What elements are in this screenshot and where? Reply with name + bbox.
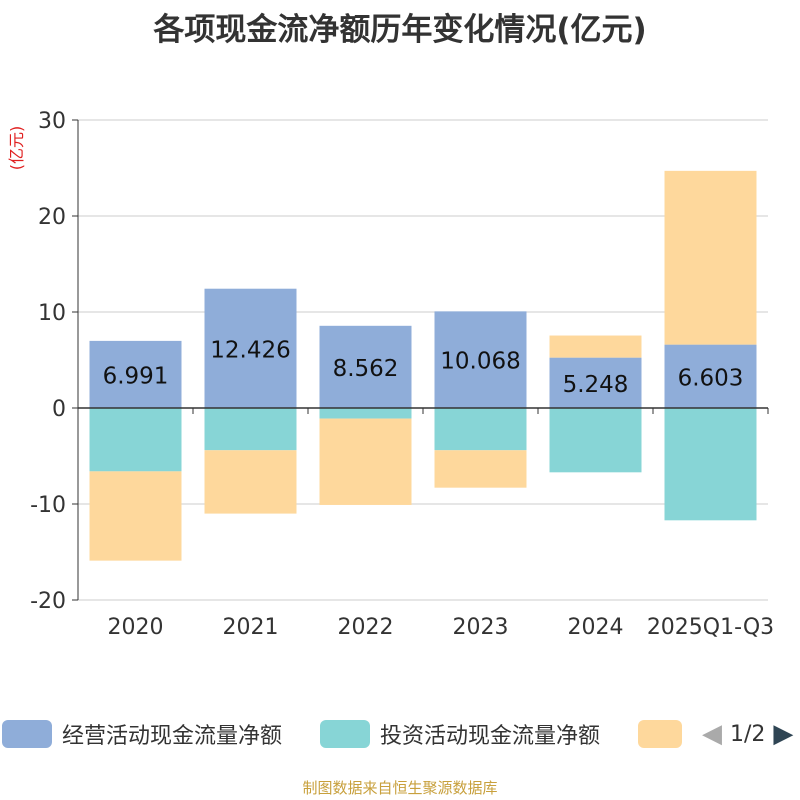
legend-item-operating[interactable]: 经营活动现金流量净额 — [2, 716, 282, 752]
bar-series0-2021 — [204, 288, 297, 408]
bar-series0-2020 — [89, 340, 182, 408]
legend-swatch-financing — [638, 720, 682, 748]
data-label: 6.603 — [678, 365, 744, 391]
x-tick-label: 2024 — [568, 615, 624, 640]
y-tick-label: -20 — [30, 589, 66, 614]
legend-swatch-operating — [2, 720, 52, 748]
legend-item-investing[interactable]: 投资活动现金流量净额 — [320, 716, 600, 752]
data-source: 制图数据来自恒生聚源数据库 — [302, 779, 498, 797]
legend-swatch-investing — [320, 720, 370, 748]
pager-text: 1/2 — [730, 721, 766, 747]
bar-series2-2023 — [434, 450, 527, 488]
bar-series2-2020 — [89, 471, 182, 561]
x-tick-label: 2021 — [223, 615, 279, 640]
bar-series1-2023 — [434, 408, 527, 451]
pager-next-icon[interactable]: ▶ — [773, 719, 794, 749]
x-tick-label: 2025Q1-Q3 — [647, 615, 774, 640]
bar-series2-2025Q1-Q3 — [664, 170, 757, 345]
y-axis-label: (亿元) — [7, 126, 26, 171]
data-label: 5.248 — [563, 372, 629, 398]
y-tick-label: 30 — [38, 109, 66, 134]
y-tick-label: 0 — [52, 397, 66, 422]
bar-series1-2021 — [204, 408, 297, 451]
data-label: 10.068 — [440, 349, 520, 375]
bar-series1-2020 — [89, 408, 182, 472]
bar-series1-2024 — [549, 408, 642, 473]
legend-item-financing[interactable] — [638, 716, 692, 752]
legend: 经营活动现金流量净额 投资活动现金流量净额 ◀ 1/2 ▶ — [0, 716, 800, 752]
y-tick-label: 10 — [38, 301, 66, 326]
chart-plot: -20 -10 0 10 20 30 (亿元) 6.991 12.426 8.562 10.068 5… — [7, 109, 774, 640]
bar-series1-2025Q1-Q3 — [664, 408, 757, 521]
bar-series2-2024 — [549, 335, 642, 358]
data-label: 12.426 — [210, 337, 290, 363]
legend-label-operating: 经营活动现金流量净额 — [62, 724, 283, 749]
chart-title: 各项现金流净额历年变化情况(亿元) — [153, 12, 647, 48]
bar-series2-2021 — [204, 450, 297, 514]
x-tick-label: 2020 — [108, 615, 164, 640]
bar-series1-2022 — [319, 408, 412, 419]
data-label: 8.562 — [333, 356, 399, 382]
bar-series0-2025Q1-Q3 — [664, 344, 757, 408]
legend-pager: ◀ 1/2 ▶ — [702, 716, 793, 752]
bar-series2-2022 — [319, 418, 412, 505]
pager-prev-icon[interactable]: ◀ — [702, 719, 722, 749]
bar-series0-2022 — [319, 325, 412, 408]
y-tick-label: 20 — [38, 205, 66, 230]
legend-label-investing: 投资活动现金流量净额 — [380, 724, 601, 749]
x-tick-label: 2022 — [338, 615, 394, 640]
y-tick-label: -10 — [30, 493, 66, 518]
bar-series0-2023 — [434, 311, 527, 408]
bar-series0-2024 — [549, 357, 642, 408]
x-tick-label: 2023 — [453, 615, 509, 640]
data-label: 6.991 — [103, 363, 169, 389]
